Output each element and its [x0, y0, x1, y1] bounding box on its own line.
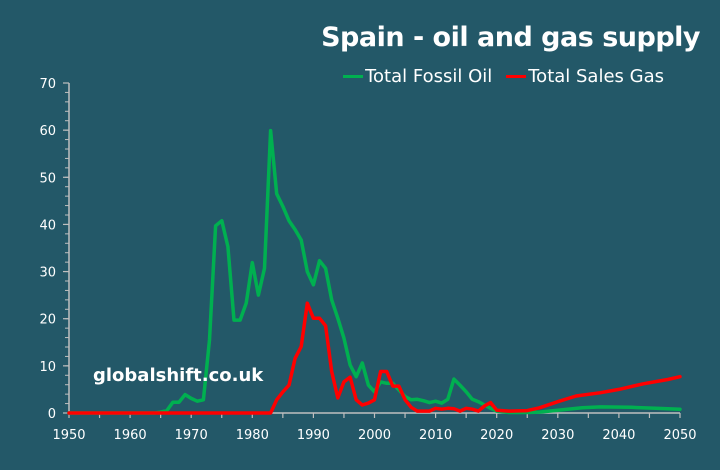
watermark-annotation: globalshift.co.uk [93, 365, 264, 386]
x-tick-label: 2010 [419, 428, 452, 443]
legend: Total Fossil Oil Total Sales Gas [329, 66, 664, 87]
legend-item-gas: Total Sales Gas [506, 66, 664, 87]
x-tick-label: 2000 [358, 428, 391, 443]
x-tick-label: 1960 [114, 428, 147, 443]
y-tick-label: 50 [39, 171, 56, 186]
legend-label-gas: Total Sales Gas [528, 66, 664, 87]
legend-label-oil: Total Fossil Oil [365, 66, 493, 87]
x-tick-label: 1980 [236, 428, 269, 443]
y-tick-label: 0 [48, 407, 56, 422]
x-tick-label: 1950 [52, 428, 85, 443]
chart-title: Spain - oil and gas supply [321, 22, 700, 53]
series-layer [67, 128, 682, 415]
x-tick-label: 2030 [541, 428, 574, 443]
x-tick-label: 1970 [175, 428, 208, 443]
x-tick-label: 2050 [663, 428, 696, 443]
legend-swatch-oil [343, 75, 364, 78]
x-tick-label: 1990 [297, 428, 330, 443]
y-tick-label: 40 [39, 218, 56, 233]
legend-item-oil: Total Fossil Oil [343, 66, 492, 87]
y-tick-label: 10 [39, 360, 56, 375]
series-line-total-sales-gas [67, 301, 682, 415]
x-tick-label: 2040 [602, 428, 635, 443]
y-tick-label: 70 [39, 77, 56, 92]
y-tick-label: 30 [39, 266, 56, 281]
y-tick-label: 20 [39, 313, 56, 328]
x-tick-label: 2020 [480, 428, 513, 443]
legend-swatch-gas [506, 75, 527, 78]
y-tick-label: 60 [39, 124, 56, 139]
